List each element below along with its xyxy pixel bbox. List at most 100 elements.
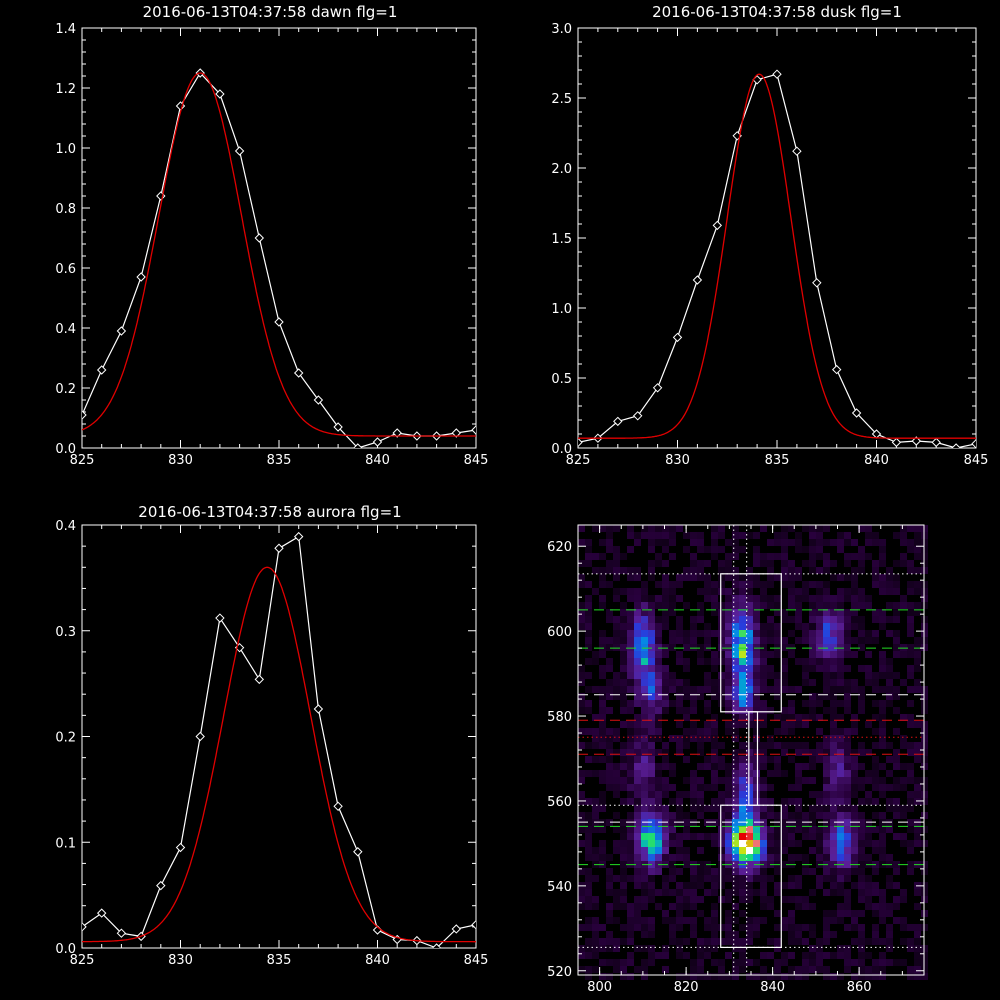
heatmap-cell (851, 868, 858, 875)
heatmap-cell (837, 644, 844, 651)
heatmap-cell (858, 931, 865, 938)
heatmap-cell (830, 595, 837, 602)
heatmap-cell (844, 868, 851, 875)
heatmap-cell (809, 903, 816, 910)
heatmap-cell (739, 952, 746, 959)
data-point-marker (313, 704, 324, 714)
heatmap-cell (788, 581, 795, 588)
heatmap-cell (753, 826, 760, 833)
heatmap-cell (627, 637, 634, 644)
heatmap-cell (851, 826, 858, 833)
heatmap-cell (585, 623, 592, 630)
heatmap-cell (606, 784, 613, 791)
heatmap-cell (732, 616, 739, 623)
heatmap-cell (606, 749, 613, 756)
heatmap-cell (774, 973, 781, 980)
heatmap-cell (753, 763, 760, 770)
heatmap-cell (697, 644, 704, 651)
heatmap-cell (879, 812, 886, 819)
heatmap-cell (795, 686, 802, 693)
heatmap-cell (676, 735, 683, 742)
heatmap-cell (648, 826, 655, 833)
heatmap-cell (711, 784, 718, 791)
heatmap-cell (823, 679, 830, 686)
heatmap-cell (648, 728, 655, 735)
heatmap-cell (627, 798, 634, 805)
heatmap-cell (655, 889, 662, 896)
heatmap-cell (781, 644, 788, 651)
plot-area (82, 531, 476, 948)
heatmap-cell (578, 966, 585, 973)
heatmap-cell (578, 672, 585, 679)
heatmap-cell (844, 609, 851, 616)
heatmap-cell (648, 574, 655, 581)
heatmap-cell (830, 868, 837, 875)
heatmap-cell (627, 903, 634, 910)
heatmap-cell (648, 756, 655, 763)
heatmap-cell (641, 714, 648, 721)
heatmap-cell (739, 665, 746, 672)
heatmap-cell (620, 784, 627, 791)
heatmap-cell (648, 623, 655, 630)
heatmap-cell (662, 560, 669, 567)
heatmap-cell (753, 679, 760, 686)
heatmap-cell (907, 546, 914, 553)
heatmap-cell (690, 973, 697, 980)
heatmap-cell (606, 931, 613, 938)
heatmap-cell (837, 679, 844, 686)
heatmap-cell (914, 644, 921, 651)
heatmap-cell (830, 826, 837, 833)
heatmap-cell (711, 798, 718, 805)
heatmap-cell (718, 616, 725, 623)
heatmap-cell (592, 742, 599, 749)
heatmap-cell (907, 623, 914, 630)
heatmap-cell (746, 679, 753, 686)
heatmap-cell (746, 742, 753, 749)
heatmap-cell (599, 847, 606, 854)
heatmap-cell (865, 630, 872, 637)
heatmap-cell (858, 742, 865, 749)
heatmap-cell (858, 595, 865, 602)
heatmap-cell (718, 658, 725, 665)
heatmap-cell (725, 560, 732, 567)
heatmap-cell (592, 875, 599, 882)
heatmap-cell (823, 672, 830, 679)
heatmap-cell (802, 721, 809, 728)
heatmap-cell (718, 574, 725, 581)
heatmap-cell (690, 770, 697, 777)
heatmap-cell (739, 644, 746, 651)
heatmap-cell (655, 749, 662, 756)
heatmap-cell (753, 812, 760, 819)
heatmap-cell (585, 581, 592, 588)
heatmap-cell (886, 784, 893, 791)
heatmap-cell (599, 714, 606, 721)
heatmap-cell (809, 539, 816, 546)
heatmap-cell (816, 882, 823, 889)
heatmap-cell (627, 959, 634, 966)
heatmap-cell (795, 777, 802, 784)
heatmap-cell (599, 595, 606, 602)
data-point-marker (772, 69, 782, 79)
heatmap-cell (851, 595, 858, 602)
heatmap-cell (704, 679, 711, 686)
heatmap-cell (851, 812, 858, 819)
heatmap-cell (613, 938, 620, 945)
heatmap-cell (774, 574, 781, 581)
heatmap-cell (648, 672, 655, 679)
heatmap-cell (760, 623, 767, 630)
heatmap-cell (767, 595, 774, 602)
heatmap-cell (725, 784, 732, 791)
heatmap-cell (844, 728, 851, 735)
heatmap-cell (809, 553, 816, 560)
heatmap-cell (599, 728, 606, 735)
heatmap-cell (711, 595, 718, 602)
heatmap-cell (851, 854, 858, 861)
heatmap-cell (858, 525, 865, 532)
heatmap-cell (844, 637, 851, 644)
heatmap-cell (809, 931, 816, 938)
heatmap-cell (683, 812, 690, 819)
heatmap-cell (592, 567, 599, 574)
heatmap-cell (634, 714, 641, 721)
heatmap-cell (725, 623, 732, 630)
heatmap-cell (795, 854, 802, 861)
